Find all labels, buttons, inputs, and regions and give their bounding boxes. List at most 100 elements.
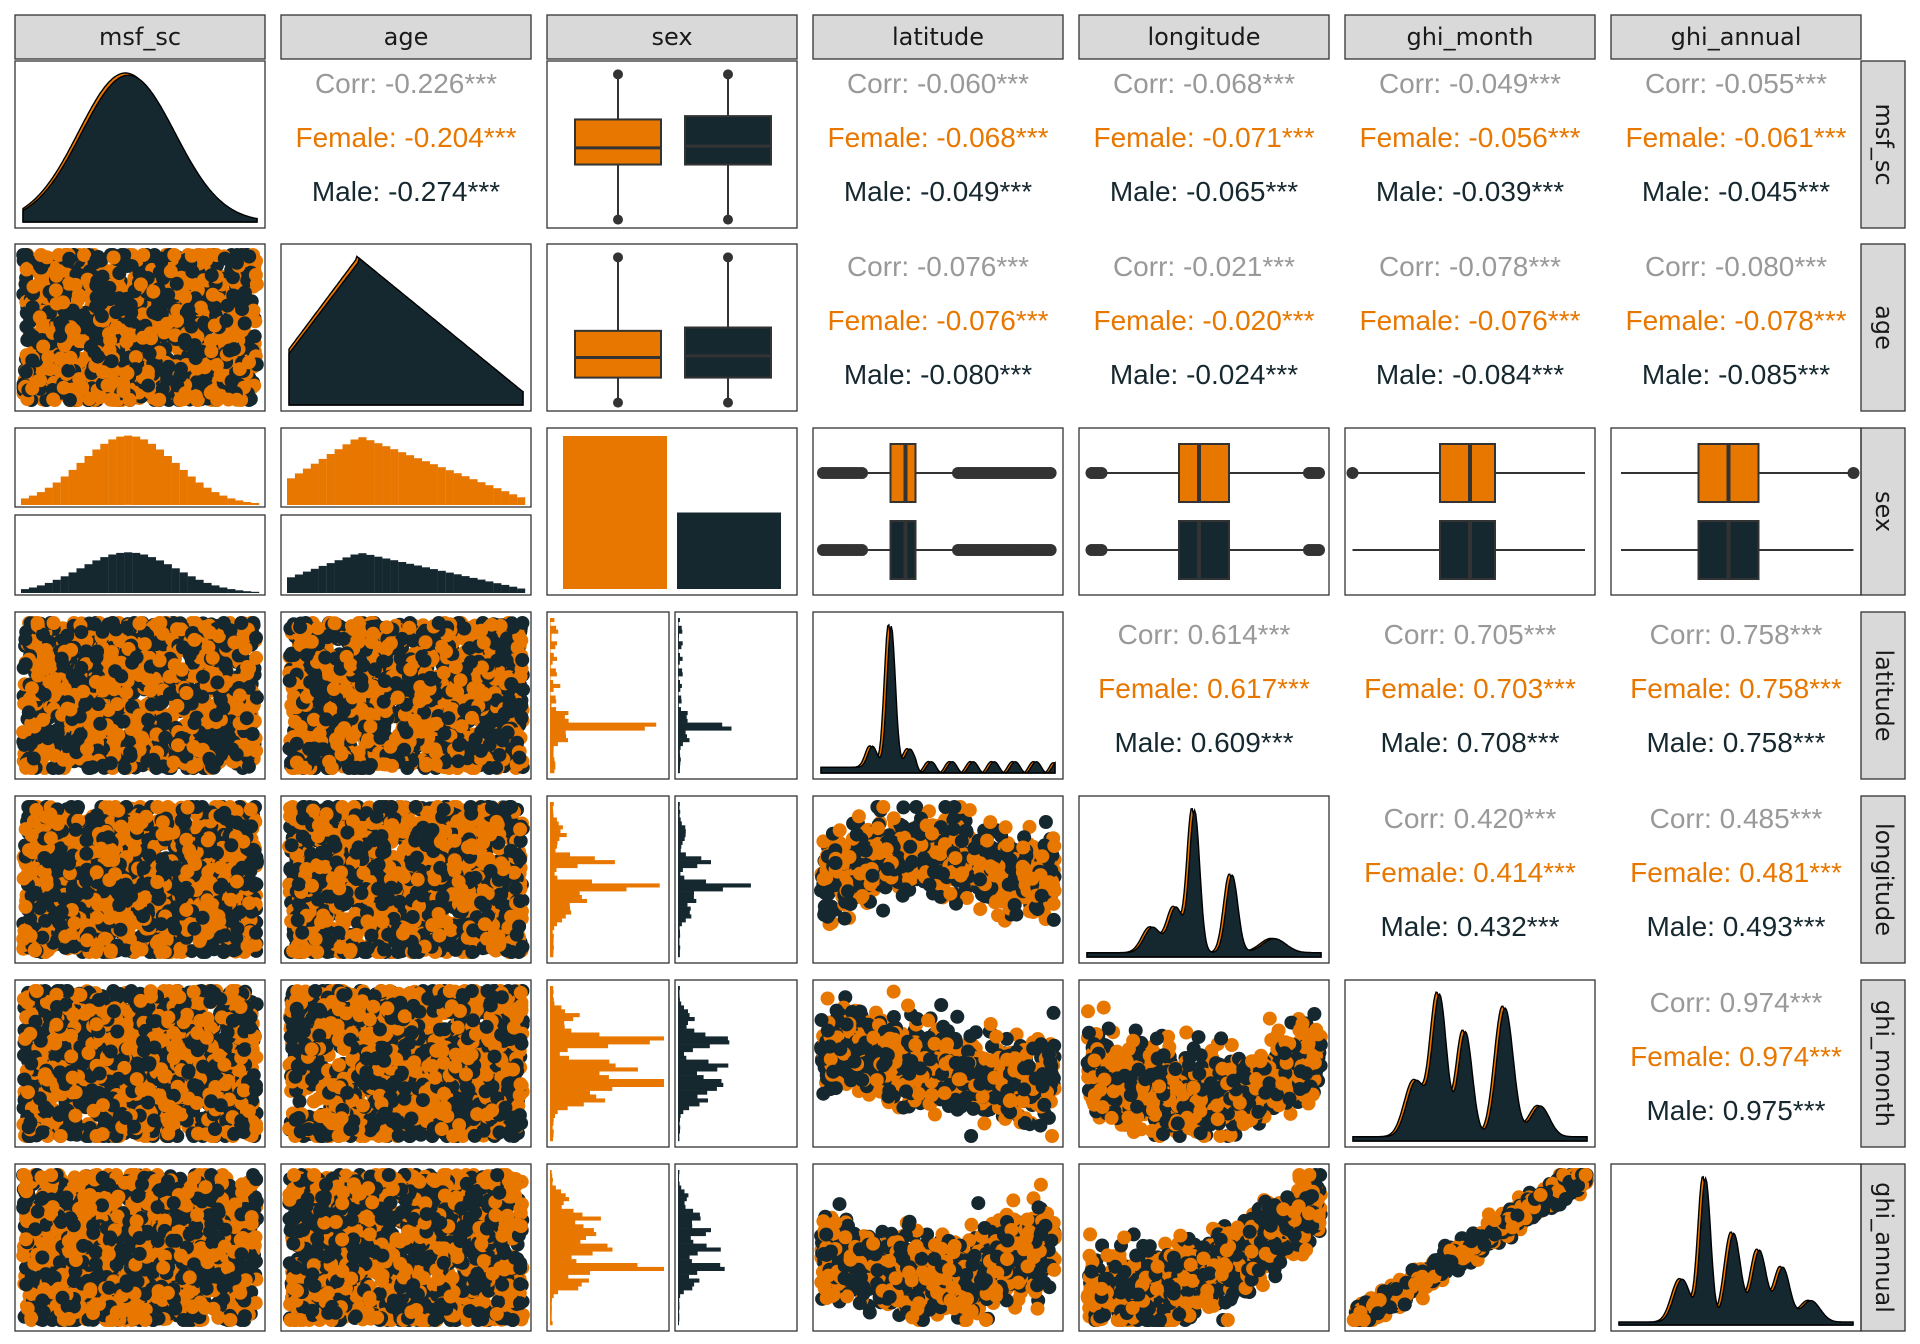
hist-bar [678, 1110, 684, 1115]
scatter-point [466, 681, 481, 696]
outlier [1313, 544, 1325, 556]
hist-bar [550, 745, 554, 750]
hist-bar [302, 468, 311, 505]
scatter-point [464, 655, 478, 669]
scatter-point [208, 300, 223, 315]
scatter-point [69, 267, 84, 282]
hist-bar [76, 568, 85, 593]
scatter-point [116, 384, 131, 399]
scatter-point [319, 712, 334, 727]
scatter-point [492, 748, 507, 762]
hist-bar [678, 769, 680, 774]
scatter-point [24, 716, 39, 731]
column-strip-latitude [812, 14, 1064, 60]
hist-sex-male-msf_sc [21, 552, 260, 593]
hist-bar [678, 1278, 700, 1283]
panel-frame-msf_sc-sex [546, 60, 798, 229]
hist-bar [678, 809, 681, 814]
scatter-point [347, 726, 362, 741]
hist-bar [678, 718, 688, 723]
scatter-point [25, 353, 40, 368]
scatter-point [336, 704, 351, 719]
hist-bar [550, 641, 557, 646]
scatter-point [119, 685, 134, 700]
outlier [1095, 467, 1108, 479]
scatter-point [484, 617, 499, 632]
scatter-point [146, 752, 161, 767]
hist-bar [550, 1274, 569, 1279]
hist-bar [678, 1255, 690, 1260]
hist-bar [155, 560, 164, 593]
panel-frame-latitude-age [280, 611, 532, 780]
scatter-point [204, 344, 219, 359]
scatter-point [383, 739, 398, 754]
hist-bar [550, 1098, 606, 1103]
scatter-point [210, 675, 225, 690]
hist-bar [21, 498, 30, 505]
corr-female-latitude-ghi_annual: Female: 0.758*** [1630, 673, 1842, 704]
hist-bar [550, 726, 645, 731]
scatter-point [62, 393, 77, 407]
scatter-point [170, 698, 185, 713]
outlier [723, 214, 733, 225]
hist-bar [678, 949, 680, 954]
scatter-point [405, 633, 420, 648]
hist-bar [294, 473, 303, 505]
hist-bar [550, 1255, 572, 1260]
scatter-point [286, 648, 301, 662]
scatter-point [407, 713, 422, 728]
scatter-point [104, 354, 119, 369]
hist-bar [493, 488, 502, 505]
hist-h-male-latitude [678, 618, 732, 774]
scatter-point [289, 736, 304, 751]
hist-bar [550, 840, 558, 845]
hist-bar [550, 802, 554, 807]
scatter-point [426, 717, 441, 732]
corr-overall-age-latitude: Corr: -0.076*** [847, 251, 1029, 282]
corr-male-age-longitude: Male: -0.024*** [1110, 359, 1298, 390]
hist-bar [678, 1102, 700, 1107]
scatter-point [211, 629, 226, 644]
hist-bar [678, 753, 681, 758]
hist-bar [550, 1005, 562, 1010]
hist-bar [678, 879, 706, 884]
scatter-point [24, 736, 38, 751]
hist-bar [342, 444, 351, 505]
outlier [613, 397, 623, 408]
outlier [613, 252, 623, 263]
hist-bar [477, 482, 486, 505]
hist-bar [550, 687, 554, 692]
bar-sex-counts [563, 436, 781, 589]
scatter-point [423, 672, 438, 687]
scatter-point [95, 624, 110, 639]
hist-bar [550, 852, 570, 857]
hist-bar [550, 809, 554, 814]
scatter-point [132, 668, 147, 682]
hist-bar [179, 572, 188, 593]
hist-bar [550, 1259, 577, 1264]
scatter-point [225, 742, 240, 757]
scatter-point [185, 760, 200, 775]
hist-bar [678, 1032, 706, 1037]
hist-bar [310, 463, 319, 505]
hist-bar [678, 1024, 687, 1029]
hist-bar [678, 645, 682, 650]
hist-bar [550, 1208, 574, 1213]
hist-bar [550, 1106, 568, 1111]
hist-bar [550, 1282, 582, 1287]
hist-bar [678, 1274, 689, 1279]
hist-bar [678, 1017, 695, 1022]
scatter-point [473, 743, 488, 758]
hist-sex-male-age [287, 553, 526, 593]
scatter-point [219, 313, 234, 328]
hist-bar [550, 1251, 593, 1256]
hist-bar [678, 898, 697, 903]
column-label-ghi_annual: ghi_annual [1671, 23, 1802, 51]
panel-frame-sex-female-msf_sc [14, 427, 266, 508]
box-male [684, 326, 772, 379]
scatter-point [234, 616, 249, 630]
hist-bar [550, 714, 565, 719]
panel-frame-sex-male-msf_sc [14, 514, 266, 596]
scatter-point [441, 711, 456, 726]
corr-overall-age-ghi_month: Corr: -0.078*** [1379, 251, 1561, 282]
